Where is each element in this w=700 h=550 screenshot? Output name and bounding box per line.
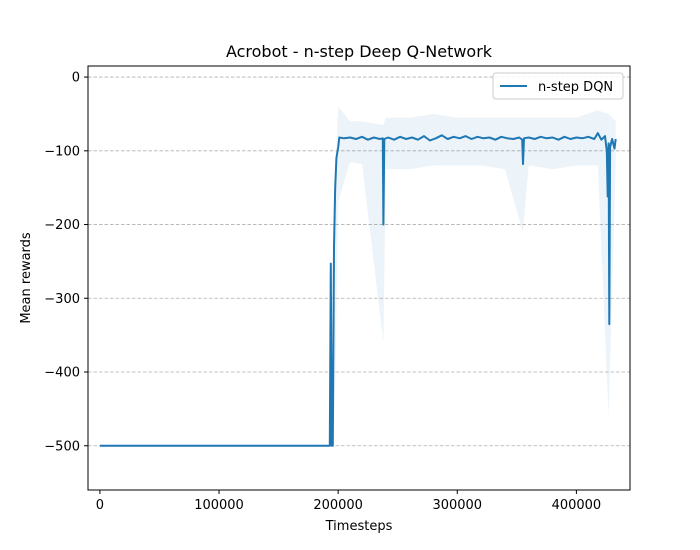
x-tick-label-2: 200000 — [313, 498, 363, 513]
x-tick-label-0: 0 — [96, 498, 104, 513]
plot-frame — [87, 65, 631, 491]
x-tick-label-3: 300000 — [432, 498, 482, 513]
legend: n-step DQN — [492, 72, 624, 100]
chart-title: Acrobot - n-step Deep Q-Network — [226, 42, 493, 61]
legend-box — [492, 72, 624, 100]
series-line-group — [99, 132, 617, 447]
x-tick-label-4: 400000 — [552, 498, 602, 513]
y-tick-label-4: −400 — [44, 366, 80, 381]
y-tick-label-3: −300 — [44, 292, 80, 307]
series-band — [334, 106, 616, 431]
confidence-band — [334, 106, 616, 431]
x-tick-label-1: 100000 — [194, 498, 244, 513]
y-tick-label-1: −100 — [44, 144, 80, 159]
y-tick-label-0: 0 — [72, 71, 80, 86]
y-axis-title: Mean rewards — [19, 232, 34, 324]
x-axis-title: Timesteps — [325, 519, 393, 534]
legend-label: n-step DQN — [538, 80, 613, 95]
y-tick-label-5: −500 — [44, 439, 80, 454]
y-tick-label-2: −200 — [44, 218, 80, 233]
y-axis: 0 −100 −200 −300 −400 −500 — [44, 71, 88, 454]
x-axis: 0 100000 200000 300000 400000 — [96, 490, 601, 513]
series-line — [99, 132, 617, 447]
